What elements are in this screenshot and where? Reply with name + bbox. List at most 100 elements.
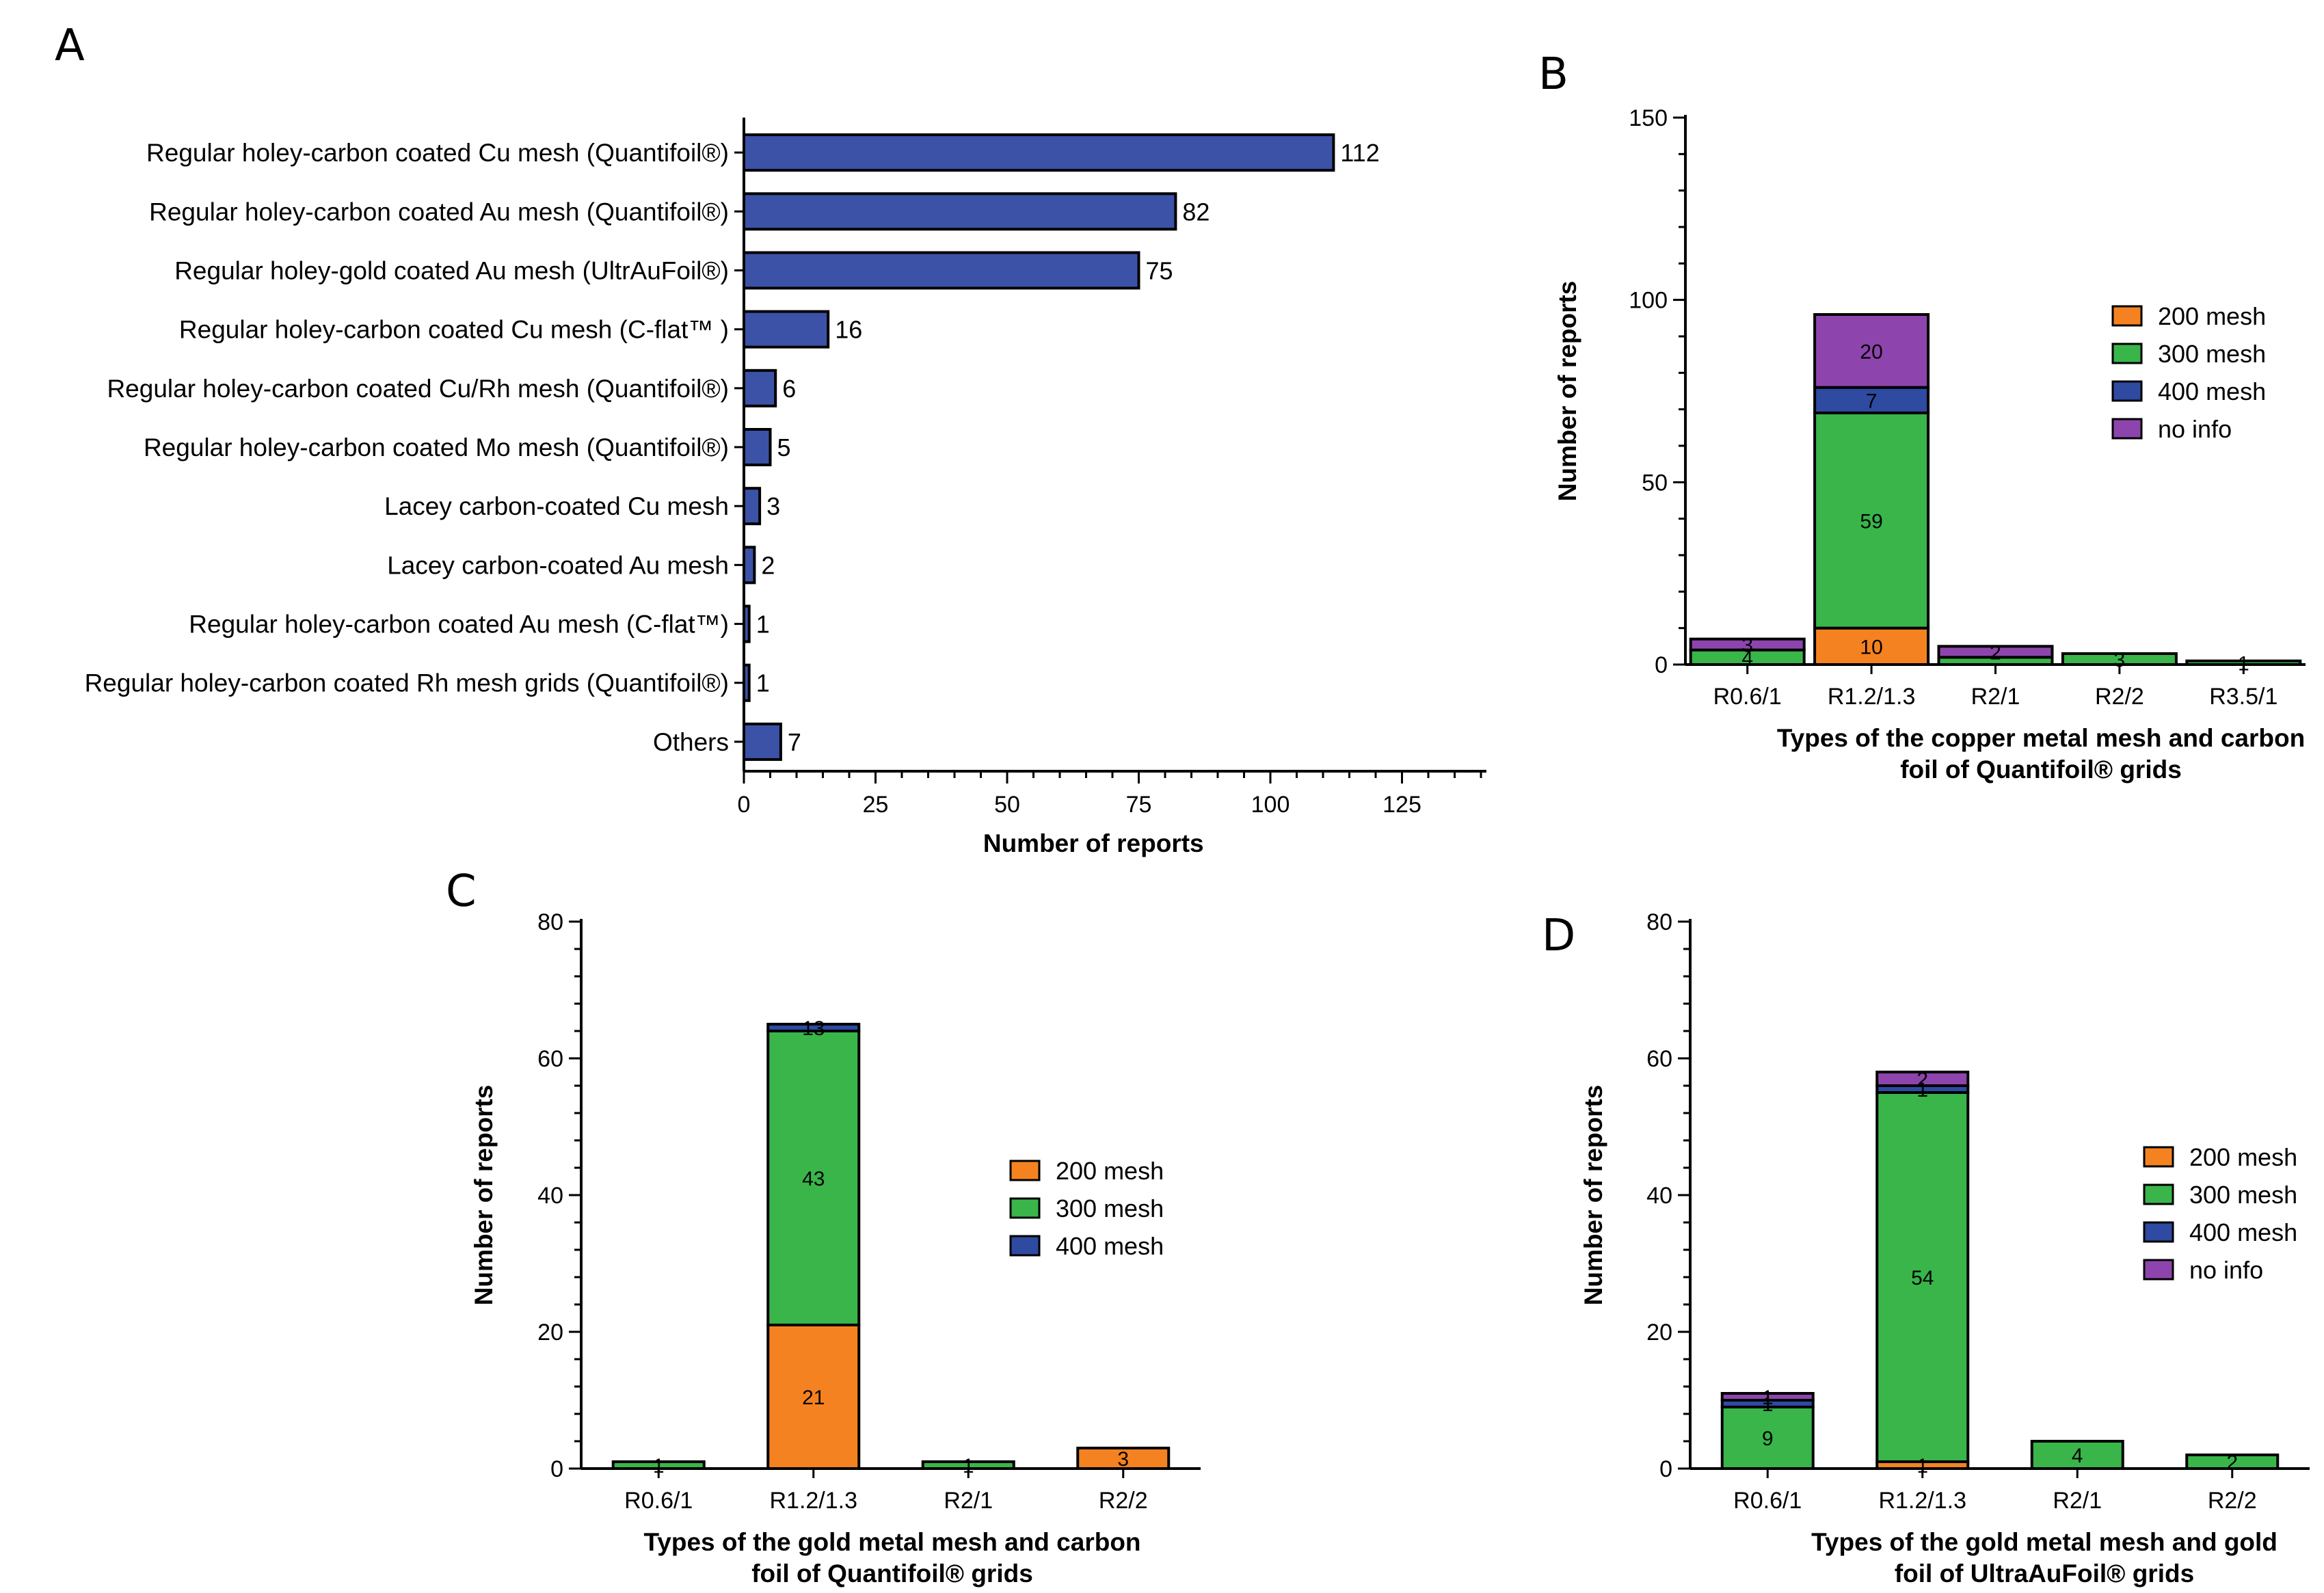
x-tick-label: R1.2/1.3 xyxy=(1878,1488,1966,1514)
y-tick-label: 40 xyxy=(537,1183,563,1209)
bar-value-label: 3 xyxy=(766,492,780,520)
category-label: Regular holey-carbon coated Cu/Rh mesh (… xyxy=(107,375,729,403)
x-tick-label: R2/2 xyxy=(1099,1488,1148,1514)
segment-value-label: 9 xyxy=(1762,1428,1774,1450)
segment-value-label: 1 xyxy=(963,1455,974,1477)
x-tick-label: 125 xyxy=(1383,792,1421,818)
x-tick-label: R2/1 xyxy=(1971,684,2020,710)
x-tick-label: R2/2 xyxy=(2095,684,2144,710)
category-label: Regular holey-gold coated Au mesh (UltrA… xyxy=(174,256,729,284)
segment-value-label: 2 xyxy=(1916,1069,1928,1091)
segment-value-label: 54 xyxy=(1911,1267,1934,1289)
segment-value-label: 2 xyxy=(1990,641,2001,664)
bar-segment-300-mesh xyxy=(1813,412,1930,630)
y-tick-label: 0 xyxy=(550,1456,563,1482)
legend-swatch xyxy=(2143,1146,2174,1168)
bar-segment-no-info xyxy=(1689,637,1806,652)
panel-letter-a: A xyxy=(55,21,85,71)
bar-segment-300-mesh xyxy=(611,1460,706,1470)
y-tick-label: 0 xyxy=(1659,1456,1672,1482)
x-tick-label: 0 xyxy=(738,792,751,818)
x-tick-label: R1.2/1.3 xyxy=(1828,684,1916,710)
category-label: Regular holey-carbon coated Cu mesh (C-f… xyxy=(179,316,729,344)
segment-value-label: 3 xyxy=(1741,634,1753,657)
panel-letter-b: B xyxy=(1538,49,1568,100)
y-axis-title: Number of reports xyxy=(1579,1085,1607,1306)
legend-swatch xyxy=(1009,1160,1041,1181)
bar xyxy=(743,251,1140,290)
segment-value-label: 43 xyxy=(802,1168,825,1190)
category-label: Regular holey-carbon coated Au mesh (C-f… xyxy=(189,611,729,639)
x-tick-label: R2/1 xyxy=(2053,1488,2102,1514)
x-tick-label: R0.6/1 xyxy=(624,1488,693,1514)
category-label: Lacey carbon-coated Cu mesh xyxy=(384,492,729,520)
y-tick-label: 0 xyxy=(1655,652,1668,678)
legend-swatch xyxy=(2111,305,2143,327)
x-axis-title: foil of UltraAuFoil® grids xyxy=(1895,1559,2194,1588)
x-axis-title: Number of reports xyxy=(983,829,1204,857)
bar-segment-no-info xyxy=(1875,1071,1970,1087)
legend-swatch xyxy=(2111,343,2143,364)
segment-value-label: 2 xyxy=(2226,1451,2238,1474)
bar-segment-300-mesh xyxy=(1875,1091,1970,1463)
legend-label: 200 mesh xyxy=(2189,1143,2297,1171)
category-label: Regular holey-carbon coated Cu mesh (Qua… xyxy=(146,139,729,167)
bar-segment-300-mesh xyxy=(2061,652,2178,666)
legend-swatch xyxy=(2111,380,2143,402)
bar-segment-no-info xyxy=(1937,645,2054,659)
segment-value-label: 1 xyxy=(1916,1455,1928,1477)
y-tick-label: 60 xyxy=(537,1046,563,1072)
legend-label: 400 mesh xyxy=(1056,1232,1164,1260)
y-axis-title: Number of reports xyxy=(470,1085,498,1306)
bar-segment-no-info xyxy=(1720,1392,1815,1402)
bar-value-label: 75 xyxy=(1146,256,1173,284)
bar-value-label: 5 xyxy=(777,433,791,461)
y-tick-label: 150 xyxy=(1629,105,1668,131)
bar xyxy=(743,192,1177,231)
legend-label: 200 mesh xyxy=(2158,302,2266,330)
legend-swatch xyxy=(2143,1183,2174,1205)
x-axis-title: Types of the gold metal mesh and gold xyxy=(1811,1528,2278,1556)
y-tick-label: 20 xyxy=(1646,1320,1672,1346)
chart-panel-c: 0 20 40 60 80 Number of reports R0.6/1 R1.2/1.3… xyxy=(470,909,1201,1588)
bar-segment-300-mesh xyxy=(766,1030,861,1326)
legend-label: 400 mesh xyxy=(2189,1218,2297,1246)
segment-value-label: 13 xyxy=(802,1017,825,1040)
chart-panel-d: 0 20 40 60 80 Number of reports R0.6/1 R1.2/1.3… xyxy=(1579,909,2310,1588)
chart-panel-b: 0 50 100 150 Number of reports R0.6/1 R1.2/1.3… xyxy=(1553,105,2306,784)
category-label: Regular holey-carbon coated Au mesh (Qua… xyxy=(149,198,729,226)
bar-segment-300-mesh xyxy=(921,1460,1015,1470)
legend-swatch xyxy=(2111,418,2143,440)
x-axis-title: foil of Quantifoil® grids xyxy=(1900,755,2182,784)
y-tick-label: 50 xyxy=(1642,470,1668,496)
bar-segment-300-mesh xyxy=(2185,659,2302,667)
y-tick-label: 100 xyxy=(1629,288,1668,314)
segment-value-label: 1 xyxy=(653,1455,665,1477)
x-tick-label: R0.6/1 xyxy=(1733,1488,1802,1514)
segment-value-label: 59 xyxy=(1860,510,1882,533)
bar xyxy=(743,604,751,643)
category-label: Regular holey-carbon coated Rh mesh grid… xyxy=(85,669,729,697)
x-tick-label: R1.2/1.3 xyxy=(769,1488,857,1514)
bar-value-label: 112 xyxy=(1340,139,1379,167)
legend-label: 300 mesh xyxy=(1056,1194,1164,1222)
bar-segment-200-mesh xyxy=(766,1324,861,1470)
bar-value-label: 7 xyxy=(788,728,801,756)
category-label: Regular holey-carbon coated Mo mesh (Qua… xyxy=(144,433,729,461)
x-tick-label: R2/2 xyxy=(2208,1488,2257,1514)
legend-swatch xyxy=(1009,1235,1041,1257)
segment-value-label: 4 xyxy=(1741,647,1753,669)
bar xyxy=(743,133,1335,172)
segment-value-label: 1 xyxy=(1762,1387,1774,1409)
legend-label: 300 mesh xyxy=(2189,1181,2297,1209)
x-tick-label: R0.6/1 xyxy=(1713,684,1782,710)
bar-segment-200-mesh xyxy=(1076,1447,1171,1470)
segment-value-label: 10 xyxy=(1860,636,1882,658)
legend-swatch xyxy=(2143,1259,2174,1281)
bar-segment-300-mesh xyxy=(2030,1440,2124,1470)
bar-segment-no-info xyxy=(1813,313,1930,389)
y-tick-label: 20 xyxy=(537,1320,563,1346)
x-tick-label: 50 xyxy=(994,792,1020,818)
